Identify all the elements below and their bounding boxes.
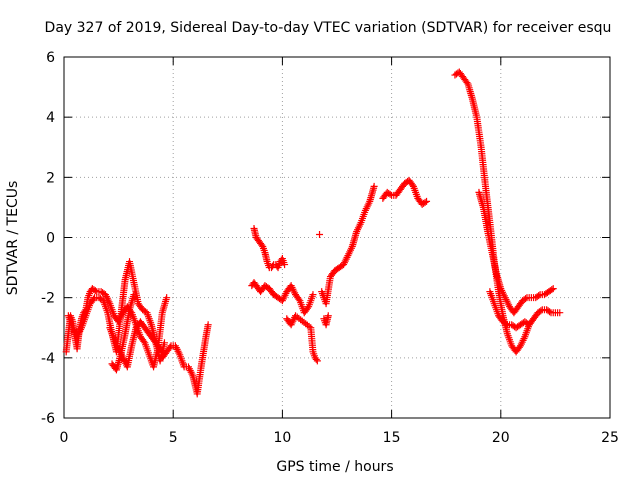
data-point (258, 241, 266, 249)
data-point (91, 287, 99, 295)
data-point (160, 339, 168, 347)
data-point (313, 357, 321, 365)
data-point (309, 291, 317, 299)
x-tick-label: 0 (60, 430, 69, 446)
y-tick-label: 0 (46, 231, 55, 247)
data-point (423, 197, 431, 205)
data-point (370, 182, 378, 190)
data-point (548, 286, 556, 294)
data-point (324, 312, 332, 320)
x-tick-label: 20 (492, 430, 510, 446)
grid-lines (64, 57, 610, 418)
data-point (463, 79, 471, 87)
x-tick-label: 25 (601, 430, 619, 446)
x-tick-label: 15 (383, 430, 401, 446)
data-point (535, 292, 543, 300)
axis-ticks (63, 56, 611, 419)
data-point (524, 320, 532, 328)
y-tick-label: -6 (41, 411, 55, 427)
x-axis-label: GPS time / hours (276, 459, 393, 475)
x-tick-label: 5 (169, 430, 178, 446)
data-point (537, 307, 545, 315)
data-point (305, 322, 313, 330)
data-point (525, 321, 533, 329)
data-point (316, 230, 324, 238)
data-point (386, 190, 394, 198)
y-axis-tick-labels: -6 -4 -2 0 2 4 6 (41, 50, 55, 427)
data-point (304, 304, 312, 312)
data-points (62, 68, 564, 398)
data-point (408, 181, 416, 189)
y-axis-label: SDTVAR / TECUs (5, 181, 21, 296)
data-point (89, 295, 97, 303)
x-tick-label: 10 (273, 430, 291, 446)
data-point (295, 295, 303, 303)
chart-title: Day 327 of 2019, Sidereal Day-to-day VTE… (45, 20, 612, 36)
data-point (140, 337, 148, 345)
y-tick-label: -2 (41, 291, 55, 307)
y-tick-label: 6 (46, 50, 55, 66)
y-tick-label: 4 (46, 110, 55, 126)
data-point (157, 346, 165, 354)
y-tick-label: -4 (41, 351, 55, 367)
data-point (522, 295, 530, 303)
data-point (556, 309, 564, 317)
data-point (549, 285, 557, 293)
x-axis-tick-labels: 0 5 10 15 20 25 (60, 430, 619, 446)
data-point (163, 294, 171, 302)
data-point (546, 308, 554, 316)
data-point (204, 321, 212, 329)
data-point (281, 261, 289, 269)
data-point (130, 291, 138, 299)
y-tick-label: 2 (46, 170, 55, 186)
data-point (312, 355, 320, 363)
data-point (421, 198, 429, 206)
data-point (502, 320, 510, 328)
data-point (166, 343, 174, 351)
